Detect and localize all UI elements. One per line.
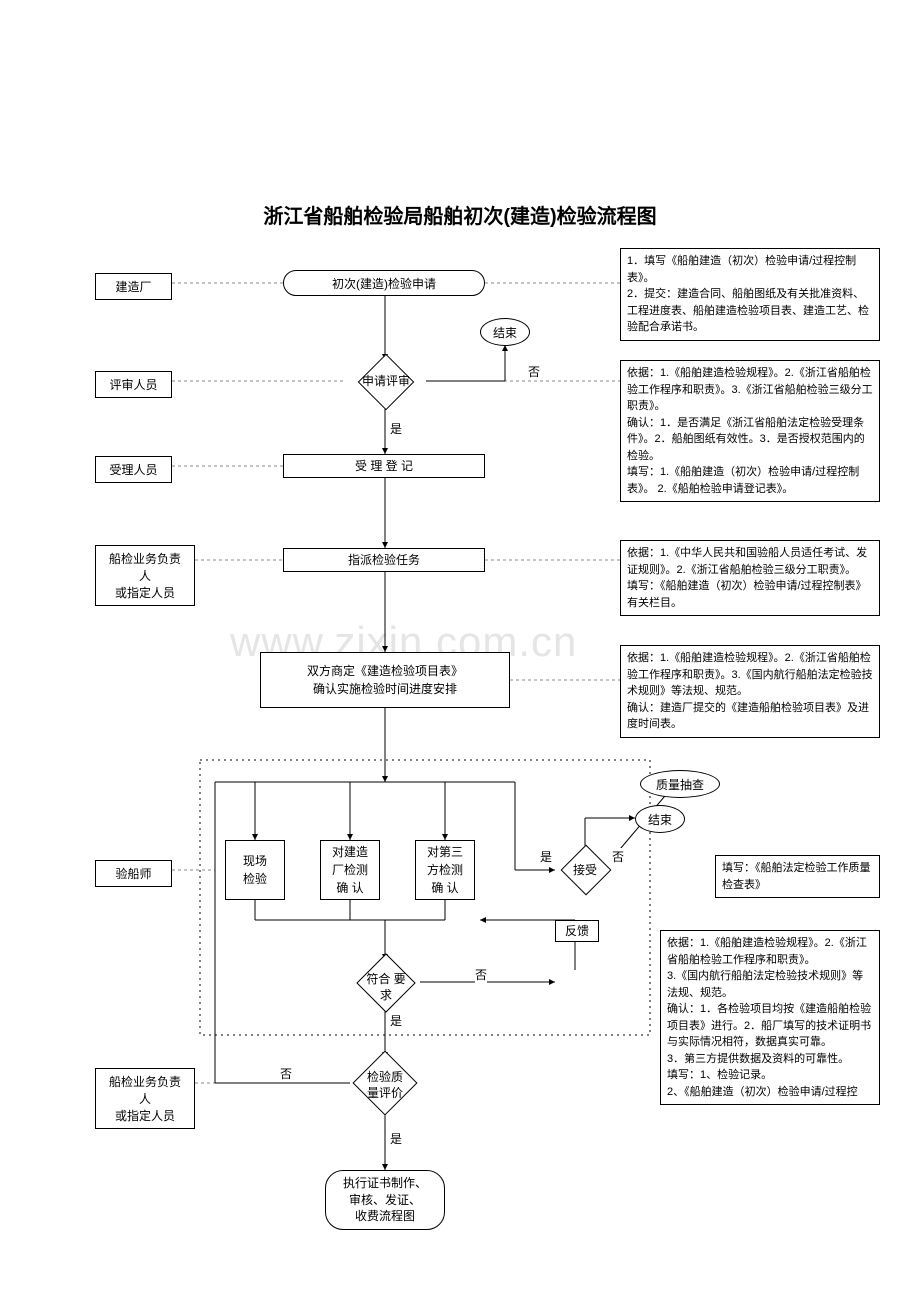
decision-evaluate-label: 检验质 量评价 — [355, 1070, 415, 1101]
edge-no-3: 否 — [612, 848, 624, 865]
step-third-confirm: 对第三 方检测 确 认 — [415, 840, 475, 900]
edge-yes-4: 是 — [390, 1130, 402, 1147]
note-3: 依据：1.《中华人民共和国验船人员适任考试、发证规则》。2.《浙江省船舶检验三级… — [620, 540, 880, 616]
note-5: 填写：《船舶法定检验工作质量检查表》 — [715, 855, 880, 898]
note-2: 依据：1.《船舶建造检验规程》。2.《浙江省船舶检验工作程序和职责》。3.《浙江… — [620, 360, 880, 502]
edge-yes-2: 是 — [390, 1012, 402, 1029]
note-6: 依据：1.《船舶建造检验规程》。2.《浙江省船舶检验工作程序和职责》。 3.《国… — [660, 930, 880, 1105]
role-reviewer: 评审人员 — [95, 371, 172, 398]
step-agree: 双方商定《建造检验项目表》 确认实施检验时间进度安排 — [260, 652, 510, 708]
role-acceptor: 受理人员 — [95, 456, 172, 483]
end-2: 结束 — [635, 805, 685, 833]
role-supervisor-2: 船检业务负责人 或指定人员 — [95, 1068, 195, 1129]
note-4: 依据：1.《船舶建造检验规程》。2.《浙江省船舶检验工作程序和职责》。3.《国内… — [620, 645, 880, 738]
edge-yes-3: 是 — [540, 848, 552, 865]
step-factory-confirm: 对建造 厂检测 确 认 — [320, 840, 380, 900]
edge-yes-1: 是 — [390, 420, 402, 437]
step-accept: 受 理 登 记 — [283, 454, 485, 478]
role-surveyor: 验船师 — [95, 860, 172, 887]
note-1: 1．填写《船舶建造（初次）检验申请/过程控制表》。 2．提交：建造合同、船舶图纸… — [620, 248, 880, 341]
step-onsite: 现场 检验 — [225, 840, 285, 900]
edge-no-2: 否 — [475, 966, 487, 983]
decision-review-label: 申请评审 — [356, 374, 416, 390]
edge-no-4: 否 — [280, 1065, 292, 1082]
step-assign: 指派检验任务 — [283, 548, 485, 572]
role-supervisor-1: 船检业务负责人 或指定人员 — [95, 545, 195, 606]
step-feedback: 反馈 — [555, 920, 599, 942]
step-cert: 执行证书制作、 审核、发证、 收费流程图 — [325, 1170, 445, 1230]
step-qc: 质量抽查 — [640, 770, 720, 798]
end-1: 结束 — [480, 318, 530, 346]
decision-comply-label: 符合 要 求 — [358, 972, 414, 1003]
step-apply: 初次(建造)检验申请 — [283, 270, 485, 296]
decision-accept-label: 接受 — [560, 863, 610, 879]
role-builder: 建造厂 — [95, 273, 172, 300]
page-title: 浙江省船舶检验局船舶初次(建造)检验流程图 — [0, 200, 920, 229]
edge-no-1: 否 — [528, 363, 540, 380]
